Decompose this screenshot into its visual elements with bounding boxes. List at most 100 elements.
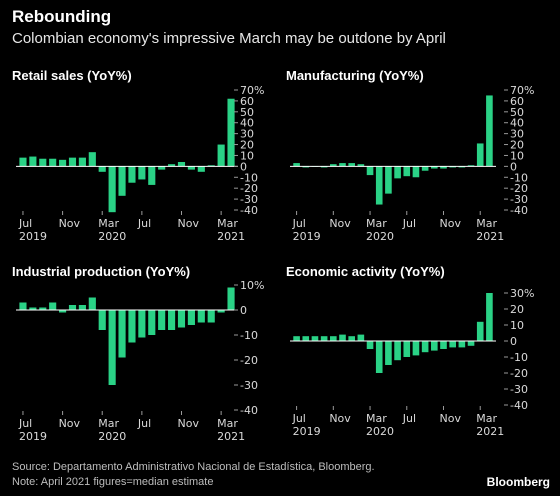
bar-industrial-5 [68,305,77,310]
bar-manufacturing-20 [476,143,484,167]
bar-activity-8 [366,341,374,349]
bar-activity-16 [440,341,447,349]
x-tick-label-retail: Mar [98,217,119,230]
bar-retail-11 [128,166,136,183]
bar-retail-2 [39,158,47,167]
bar-retail-7 [88,152,96,167]
bar-manufacturing-12 [403,166,411,177]
x-tick-label-retail: Mar [217,217,238,230]
chart-title-retail-sales: Retail sales (YoY%) [12,68,132,83]
bar-retail-4 [59,159,67,167]
bar-activity-18 [458,341,466,348]
bar-activity-3 [320,336,328,341]
x-year-label-activity: 2019 [293,425,321,438]
x-tick-label-activity: Mar [366,412,387,425]
bar-retail-16 [177,162,186,167]
bar-industrial-4 [59,310,67,313]
bar-activity-0 [293,336,300,341]
y-tick-label-retail: 60 [240,95,254,108]
x-tick-label-manufacturing: Jul [402,217,416,230]
bar-activity-10 [385,341,392,365]
y-tick-label-activity: 0 [510,335,517,348]
bar-industrial-12 [138,310,146,338]
x-tick-label-activity: Nov [329,412,351,425]
bar-industrial-9 [108,310,116,385]
x-year-label-activity: 2021 [476,425,504,438]
bar-industrial-10 [118,310,126,358]
x-tick-label-activity: Nov [440,412,462,425]
bar-retail-1 [29,156,37,167]
x-tick-label-activity: Jul [292,412,306,425]
bar-retail-0 [19,157,27,167]
y-tick-label-manufacturing: 60 [510,95,524,108]
y-tick-label-activity: 20 [510,303,524,316]
bar-manufacturing-5 [339,163,346,167]
y-tick-label-industrial: 10% [240,279,264,292]
x-year-label-manufacturing: 2020 [366,230,394,243]
footnote: Note: April 2021 figures=median estimate [12,476,214,488]
bar-activity-14 [421,341,429,353]
x-tick-label-activity: Mar [476,412,497,425]
x-year-label-manufacturing: 2019 [293,230,321,243]
y-tick-label-manufacturing: 20 [510,139,524,152]
bar-activity-7 [357,334,365,341]
bar-retail-8 [98,166,106,172]
y-tick-label-manufacturing: 30 [510,128,524,141]
bloomberg-logo: Bloomberg [486,475,550,489]
x-tick-label-manufacturing: Mar [366,217,387,230]
y-tick-label-retail: 70% [240,84,264,97]
x-year-label-industrial: 2021 [217,430,245,443]
bar-manufacturing-15 [431,166,438,169]
bar-retail-13 [148,166,156,185]
bar-manufacturing-21 [486,95,493,167]
bar-industrial-19 [207,310,215,323]
x-tick-label-retail: Nov [178,217,200,230]
bar-manufacturing-17 [449,166,456,168]
bar-retail-20 [217,144,225,167]
chart-title-economic-activity: Economic activity (YoY%) [286,264,445,279]
page-title: Rebounding [12,7,112,26]
bar-manufacturing-19 [467,165,475,167]
source-note: Source: Departamento Administrativo Naci… [12,461,375,473]
bar-industrial-3 [49,302,57,310]
chart-title-manufacturing: Manufacturing (YoY%) [286,68,424,83]
bar-manufacturing-9 [375,166,383,205]
x-tick-label-manufacturing: Nov [329,217,351,230]
y-tick-label-retail: -30 [240,193,258,206]
y-tick-label-manufacturing: -40 [510,204,528,217]
bar-industrial-0 [19,302,27,310]
x-year-label-activity: 2020 [366,425,394,438]
y-tick-label-industrial: -30 [240,379,258,392]
y-tick-label-industrial: -20 [240,354,258,367]
bar-retail-17 [187,166,195,170]
y-tick-label-manufacturing: -10 [510,171,528,184]
bar-activity-2 [311,336,319,341]
bar-industrial-14 [158,310,166,330]
bar-activity-19 [467,341,475,346]
bar-manufacturing-0 [293,163,300,167]
y-tick-label-retail: 40 [240,117,254,130]
bar-retail-18 [197,166,205,172]
x-tick-label-industrial: Jul [18,417,32,430]
bar-manufacturing-18 [458,166,466,168]
y-tick-label-manufacturing: 40 [510,117,524,130]
y-tick-label-manufacturing: 50 [510,106,524,119]
y-tick-label-industrial: -40 [240,404,258,417]
y-tick-label-retail: 50 [240,106,254,119]
x-tick-label-manufacturing: Jul [292,217,306,230]
y-tick-label-retail: 0 [240,160,247,173]
x-tick-label-retail: Nov [59,217,81,230]
bar-retail-6 [78,157,86,167]
y-tick-label-activity: -20 [510,367,528,380]
bar-activity-20 [476,321,484,341]
bar-industrial-6 [78,305,86,310]
bar-retail-5 [68,157,77,167]
x-year-label-retail: 2020 [98,230,126,243]
bar-activity-12 [403,341,411,357]
bar-manufacturing-3 [320,166,328,168]
y-tick-label-industrial: -10 [240,329,258,342]
bar-industrial-18 [197,310,205,323]
y-tick-label-manufacturing: 10 [510,149,524,162]
